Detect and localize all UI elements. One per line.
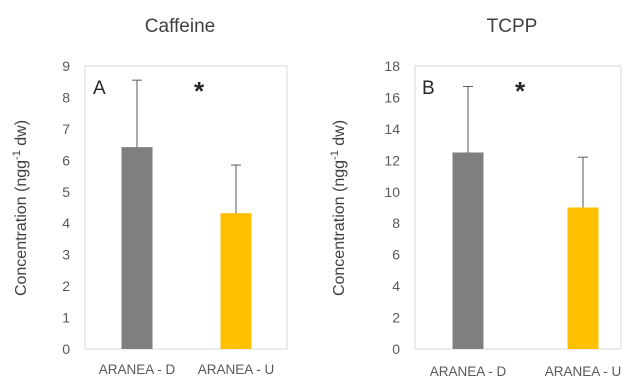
y-tick-label: 2 bbox=[392, 310, 400, 326]
bar bbox=[452, 152, 484, 349]
y-tick-label: 18 bbox=[384, 58, 400, 74]
y-tick-label: 0 bbox=[62, 341, 70, 357]
plot-area bbox=[414, 65, 622, 350]
y-tick-label: 4 bbox=[392, 278, 400, 294]
y-tick-label: 14 bbox=[384, 121, 400, 137]
x-category-label: ARANEA - U bbox=[198, 362, 275, 377]
y-tick-label: 7 bbox=[62, 121, 70, 137]
y-tick-label: 0 bbox=[392, 341, 400, 357]
y-tick-label: 10 bbox=[384, 184, 400, 200]
chart-title: TCPP bbox=[487, 16, 538, 37]
y-axis-label: Concentration (ngg-1 dw) bbox=[329, 120, 348, 296]
y-tick-label: 8 bbox=[62, 89, 70, 105]
significance-asterisk: * bbox=[194, 76, 205, 106]
y-tick-label: 4 bbox=[62, 215, 70, 231]
y-axis-label: Concentration (ngg-1 dw) bbox=[11, 120, 30, 296]
y-tick-label: 8 bbox=[392, 215, 400, 231]
chart-panel-tcpp: TCPP Concentration (ngg-1 dw) B * 0 2 4 6 8 1… bbox=[329, 16, 622, 379]
chart-title: Caffeine bbox=[145, 16, 215, 37]
panel-label: A bbox=[93, 78, 106, 99]
y-tick-label: 16 bbox=[384, 89, 400, 105]
bar bbox=[121, 147, 153, 349]
bar bbox=[220, 213, 252, 349]
y-tick-label: 1 bbox=[62, 310, 70, 326]
x-category-label: ARANEA - U bbox=[545, 364, 622, 379]
significance-asterisk: * bbox=[515, 76, 526, 106]
y-tick-label: 3 bbox=[62, 247, 70, 263]
x-category-label: ARANEA - D bbox=[430, 364, 507, 379]
bar bbox=[567, 207, 599, 349]
y-tick-label: 12 bbox=[384, 152, 400, 168]
y-tick-label: 6 bbox=[392, 247, 400, 263]
y-tick-label: 2 bbox=[62, 278, 70, 294]
panel-label: B bbox=[422, 78, 435, 99]
chart-panel-caffeine: Caffeine Concentration (ngg-1 dw) A * 0 1… bbox=[11, 16, 288, 377]
y-tick-label: 5 bbox=[62, 184, 70, 200]
y-tick-label: 6 bbox=[62, 152, 70, 168]
x-category-label: ARANEA - D bbox=[99, 362, 176, 377]
y-tick-label: 9 bbox=[62, 58, 70, 74]
plot-area bbox=[84, 65, 288, 350]
